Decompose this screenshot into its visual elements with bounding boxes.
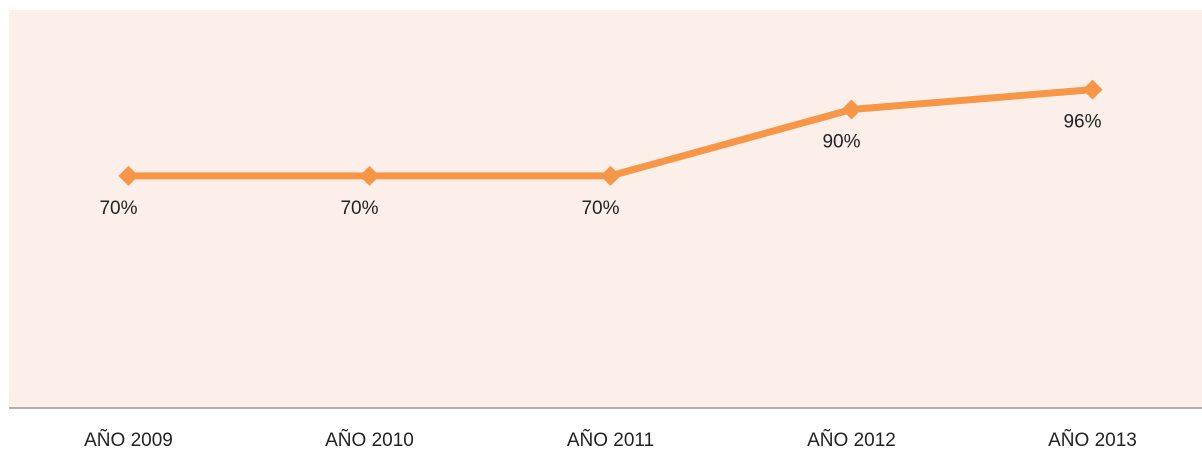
data-label: 70% [581, 198, 619, 219]
x-tick-label: AÑO 2011 [567, 429, 654, 451]
x-tick-label: AÑO 2012 [807, 429, 896, 451]
x-tick-label: AÑO 2010 [325, 429, 414, 451]
x-tick-label: AÑO 2009 [84, 429, 173, 451]
x-tick-label: AÑO 2013 [1048, 429, 1137, 451]
data-label: 96% [1063, 112, 1101, 133]
marker [841, 99, 862, 120]
data-label: 90% [822, 132, 860, 153]
data-label: 70% [99, 198, 137, 219]
plot-area [9, 10, 1202, 408]
marker [118, 165, 139, 186]
marker [359, 165, 380, 186]
data-label: 70% [340, 198, 378, 219]
marker [600, 165, 621, 186]
marker [1082, 79, 1103, 100]
